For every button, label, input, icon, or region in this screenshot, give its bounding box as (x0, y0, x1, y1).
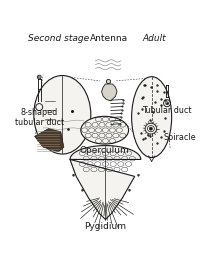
Ellipse shape (131, 77, 171, 157)
Polygon shape (34, 129, 64, 152)
Text: Spiracle: Spiracle (162, 133, 195, 142)
Text: Second stage: Second stage (28, 34, 89, 43)
Text: Pygidium: Pygidium (83, 222, 125, 231)
Ellipse shape (80, 116, 128, 144)
Ellipse shape (149, 127, 152, 130)
Polygon shape (70, 146, 140, 220)
Text: Adult: Adult (141, 34, 165, 43)
Ellipse shape (144, 123, 156, 134)
Text: 8-shaped
tubular duct: 8-shaped tubular duct (15, 108, 63, 127)
Text: Operculum: Operculum (79, 146, 129, 155)
Text: Antenna: Antenna (89, 34, 127, 43)
Text: Tubular duct: Tubular duct (142, 106, 191, 115)
Ellipse shape (34, 76, 90, 154)
Polygon shape (101, 84, 116, 101)
